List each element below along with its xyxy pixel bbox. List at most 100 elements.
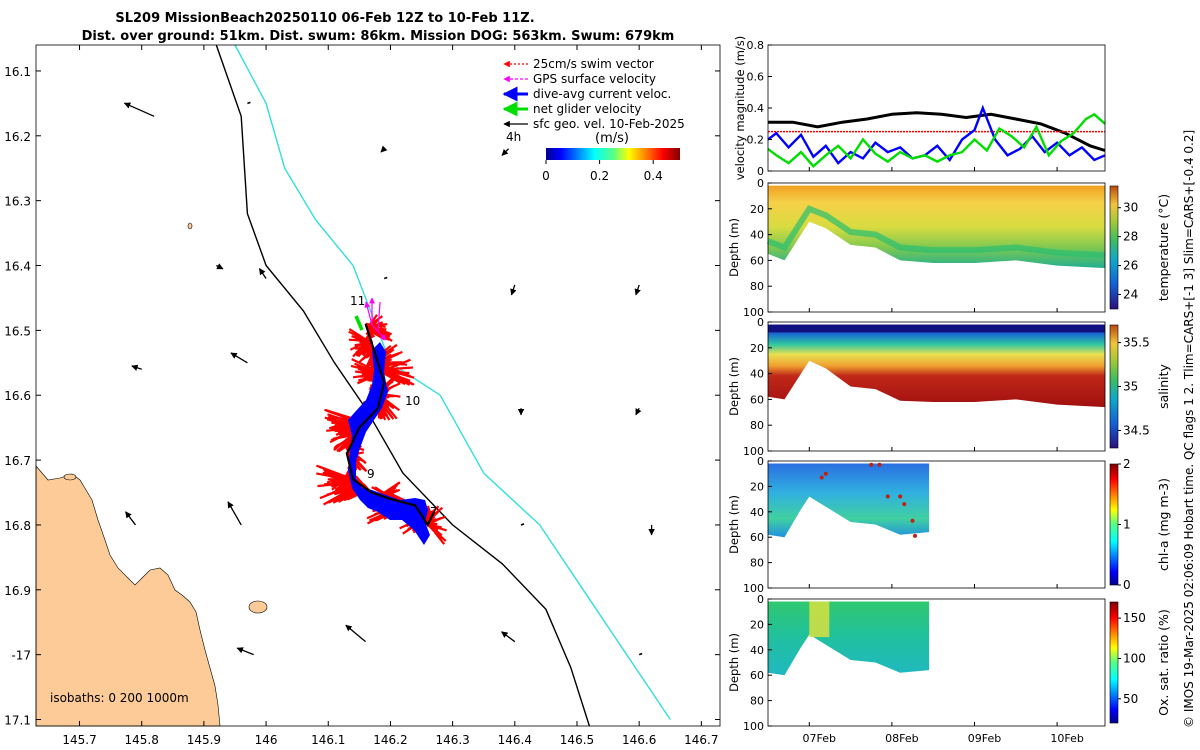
chl-high-point: [885, 494, 890, 499]
chl-high-point: [819, 475, 824, 480]
series-line-dive_avg: [767, 104, 1106, 165]
geo-vector: [634, 284, 641, 296]
y-tick-label: 0: [757, 177, 764, 190]
y-tick-label: 0: [757, 455, 764, 468]
day-label-11: 11: [350, 294, 365, 308]
panel-colorbar: [1109, 463, 1119, 586]
geo-vector: [123, 102, 155, 117]
panel-colorbar: [1109, 601, 1119, 724]
panel-colorbar: [1109, 185, 1119, 310]
map-y-tick-label: 16.3: [4, 195, 31, 209]
geo-vector: [131, 364, 142, 371]
data-field: [768, 463, 930, 538]
map-y-tick-label: 16.6: [4, 389, 31, 403]
day-label-10: 10: [405, 394, 420, 408]
map-x-tick-label: 146: [255, 733, 278, 747]
isobath-1000m: [234, 44, 671, 720]
geo-vector: [345, 624, 366, 643]
map-x-tick-label: 146.3: [435, 733, 469, 747]
swim-vector: [348, 328, 373, 345]
colorbar-tick-label: 26: [1123, 259, 1138, 273]
title-line-1: SL209 MissionBeach20250110 06-Feb 12Z to…: [115, 11, 534, 26]
panel-colorbar: [1109, 324, 1119, 449]
y-tick-label: 20: [750, 480, 764, 493]
map-x-tick-label: 146.1: [311, 733, 345, 747]
series-line-net: [767, 112, 1106, 169]
colorbar-label: Ox. sat. ratio (%): [1156, 609, 1171, 716]
geo-vector: [501, 631, 516, 643]
map-frame: [35, 44, 721, 727]
panel-frame: [767, 598, 1106, 727]
geo-vector: [638, 652, 643, 656]
y-tick-label: 60: [750, 254, 764, 267]
geo-vector: [230, 352, 248, 364]
panel-4: 0 20 40 60 80 100 Depth (m) 0 1 2 chl-a (mg m-3): [727, 455, 1171, 595]
colorbar-tick-label: 100: [1123, 651, 1146, 665]
swim-vector: [380, 370, 410, 375]
speed-colorbar: [546, 148, 680, 160]
surface-fresh-layer: [768, 324, 1105, 333]
map-y-tick-label: 16.2: [4, 130, 31, 144]
colorbar-title: (m/s): [595, 131, 629, 146]
chl-high-point: [902, 502, 907, 507]
oxygen-high-band: [809, 601, 830, 638]
map-x-tick-label: 146.7: [684, 733, 718, 747]
panel-3: 0 20 40 60 80 100 Depth (m) 34.5 35 35.5 salinity: [727, 316, 1171, 458]
panel-2: 0 20 40 60 80 100 Depth (m) 24 26 28 30 temperature…: [727, 177, 1171, 319]
y-tick-label: 100: [743, 445, 764, 458]
y-tick-label: 20: [750, 618, 764, 631]
y-tick-label: 40: [750, 229, 764, 242]
data-field: [768, 601, 930, 676]
colorbar-tick-label: 0.4: [644, 169, 663, 183]
colorbar-label: temperature (°C): [1156, 194, 1171, 301]
glider-track: [345, 323, 435, 528]
chl-high-point: [869, 462, 874, 467]
y-tick-label: 60: [750, 531, 764, 544]
colorbar-tick-label: 24: [1123, 288, 1138, 302]
y-axis-label: Depth (m): [727, 357, 741, 416]
y-tick-label: 60: [750, 669, 764, 682]
geo-vector: [380, 145, 388, 153]
series-line-geo: [768, 111, 1106, 152]
map-x-tick-label: 145.7: [62, 733, 96, 747]
map-x-tick-label: 146.6: [622, 733, 656, 747]
colorbar-tick-label: 35: [1123, 380, 1138, 394]
y-tick-label: 0: [757, 593, 764, 606]
colorbar-tick-label: 0: [1123, 578, 1131, 592]
y-tick-label: 0.4: [747, 102, 765, 115]
geo-vector: [247, 101, 251, 105]
annotation-4h: 4h: [506, 130, 521, 144]
colorbar-tick-label: 2: [1123, 457, 1131, 471]
date-tick-label: 07Feb: [803, 732, 836, 745]
legend-label: GPS surface velocity: [533, 72, 656, 86]
map-ticks: 145.7 145.8 145.9 146 146.1 146.2 146.3 146.4 14…: [4, 45, 720, 747]
colorbar-label: chl-a (mg m-3): [1156, 478, 1171, 571]
y-tick-label: 40: [750, 644, 764, 657]
date-tick-label: 09Feb: [968, 732, 1001, 745]
dive-avg-current-blob: [348, 342, 430, 545]
day-label-7: 7: [430, 505, 438, 519]
y-tick-label: 100: [743, 582, 764, 595]
geo-vector: [520, 523, 525, 526]
island: [248, 600, 268, 614]
date-tick-label: 08Feb: [885, 732, 918, 745]
date-tick-label: 10Feb: [1050, 732, 1083, 745]
day-label-9: 9: [367, 467, 375, 481]
colorbar-tick-label: 35.5: [1123, 336, 1150, 350]
geo-vector: [383, 276, 388, 280]
y-tick-label: 0.6: [747, 71, 765, 84]
y-tick-label: 80: [750, 695, 764, 708]
map-y-tick-label: 16.9: [4, 584, 31, 598]
geo-vector: [236, 647, 254, 656]
island: [63, 473, 77, 481]
panel-5: 0 20 40 60 80 100 Depth (m) 50 100 150 Ox. sat. ra…: [727, 593, 1171, 733]
legend-label: net glider velocity: [533, 102, 641, 116]
data-field: [768, 324, 1105, 408]
map-y-tick-label: 17.1: [4, 714, 31, 728]
geo-vector: [216, 263, 224, 270]
map-y-tick-label: 16.4: [4, 260, 31, 274]
